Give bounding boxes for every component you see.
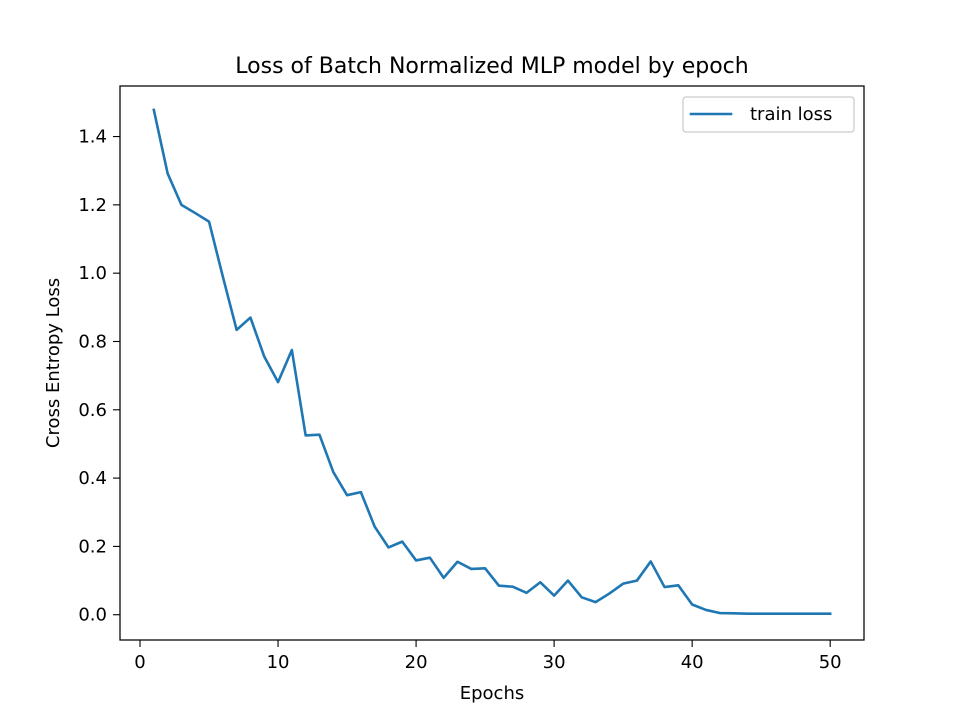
y-tick-label: 1.0: [78, 263, 107, 284]
x-axis-ticks: 0 10 20 30 40 50: [134, 640, 842, 673]
x-tick-label: 30: [543, 652, 566, 673]
y-tick-label: 0.2: [78, 536, 107, 557]
x-tick-label: 50: [819, 652, 842, 673]
x-tick-label: 20: [405, 652, 428, 673]
plot-frame: [119, 85, 865, 641]
y-tick-label: 0.8: [78, 331, 107, 352]
x-tick-label: 10: [267, 652, 290, 673]
legend-label-train-loss: train loss: [750, 104, 832, 125]
y-tick-label: 0.6: [78, 400, 107, 421]
series-layer: [152, 108, 832, 616]
x-tick-label: 0: [134, 652, 145, 673]
x-axis-label: Epochs: [460, 683, 525, 704]
y-tick-label: 0.4: [78, 468, 107, 489]
y-tick-label: 1.4: [78, 127, 107, 148]
legend: train loss: [682, 96, 855, 133]
y-tick-label: 0.0: [78, 605, 107, 626]
y-tick-label: 1.2: [78, 195, 107, 216]
y-axis-label: Cross Entropy Loss: [43, 278, 64, 448]
chart-title: Loss of Batch Normalized MLP model by ep…: [235, 54, 748, 79]
plot-area: [120, 86, 864, 640]
x-tick-label: 40: [681, 652, 704, 673]
series-line-train-loss: [152, 108, 832, 616]
legend-box: [682, 96, 855, 133]
y-axis-ticks: 0.0 0.2 0.4 0.6 0.8 1.0 1.2 1.4: [78, 127, 120, 626]
